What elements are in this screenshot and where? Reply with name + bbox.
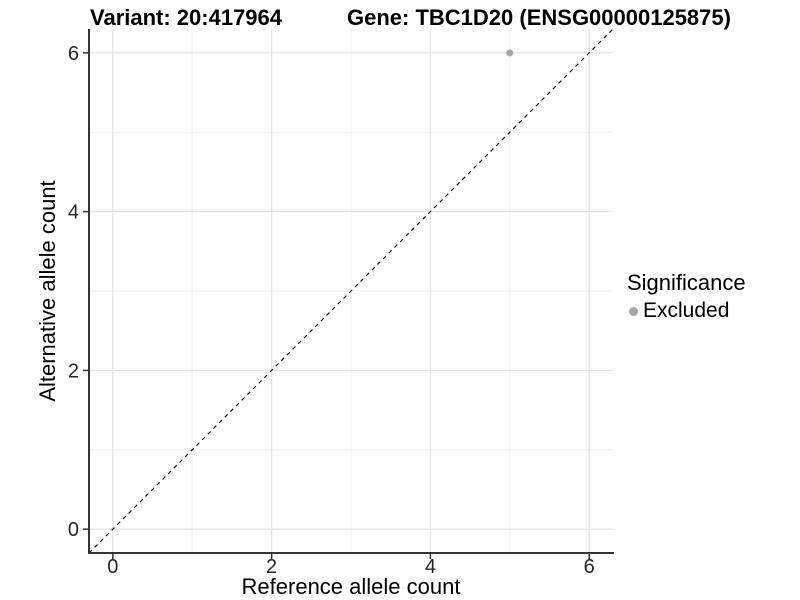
legend-dot-icon: [629, 306, 638, 316]
y-axis-label: Alternative allele count: [35, 180, 60, 402]
data-point-excluded: [506, 49, 514, 57]
x-tick-label: 4: [425, 556, 436, 578]
identity-line: [88, 28, 614, 554]
x-axis-label: Reference allele count: [241, 574, 461, 599]
x-tick-label: 2: [266, 556, 277, 578]
x-tick-label: 0: [107, 556, 118, 578]
y-tick-label: 2: [68, 360, 79, 382]
plot-title-variant: Variant: 20:417964: [90, 5, 283, 30]
y-tick-label: 6: [68, 43, 79, 65]
legend-item-label: Excluded: [643, 299, 730, 322]
legend-title: Significance: [627, 270, 746, 295]
legend-item-excluded: Excluded: [627, 299, 746, 323]
plot-title-gene: Gene: TBC1D20 (ENSG00000125875): [347, 5, 731, 30]
legend: Significance Excluded: [627, 270, 746, 323]
y-tick-label: 0: [68, 519, 79, 541]
x-tick-label: 6: [584, 556, 595, 578]
y-tick-label: 4: [68, 202, 79, 224]
